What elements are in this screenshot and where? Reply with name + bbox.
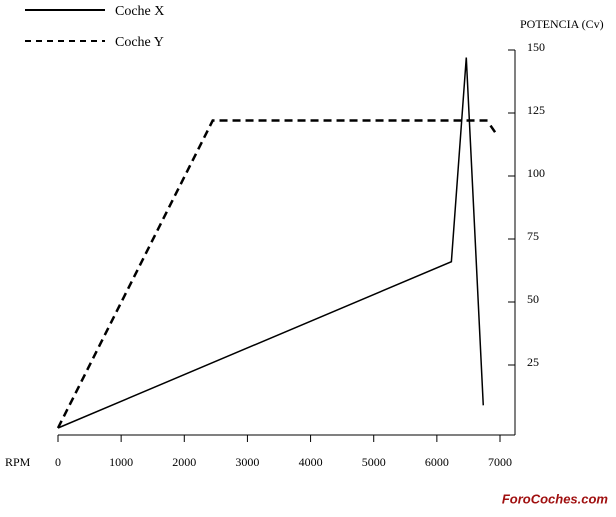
- series-line: [57, 57, 485, 429]
- y-tick-label: 75: [527, 229, 539, 243]
- watermark: ForoCoches.com: [502, 491, 609, 506]
- y-tick-label: 50: [527, 292, 539, 306]
- x-tick-label: 3000: [235, 455, 259, 469]
- y-axis-label: POTENCIA (Cv): [520, 17, 604, 31]
- x-tick-label: 5000: [362, 455, 386, 469]
- x-tick-label: 0: [55, 455, 61, 469]
- legend-label: Coche X: [115, 4, 164, 19]
- x-axis-label: RPM: [5, 455, 31, 469]
- x-tick-label: 4000: [299, 455, 323, 469]
- x-tick-label: 6000: [425, 455, 449, 469]
- x-tick-label: 7000: [488, 455, 512, 469]
- y-tick-label: 100: [527, 166, 545, 180]
- y-tick-label: 150: [527, 40, 545, 54]
- legend-label: Coche Y: [115, 35, 164, 50]
- y-tick-label: 25: [527, 355, 539, 369]
- x-tick-label: 1000: [109, 455, 133, 469]
- x-tick-label: 2000: [172, 455, 196, 469]
- series-line: [56, 119, 499, 429]
- y-tick-label: 125: [527, 103, 545, 117]
